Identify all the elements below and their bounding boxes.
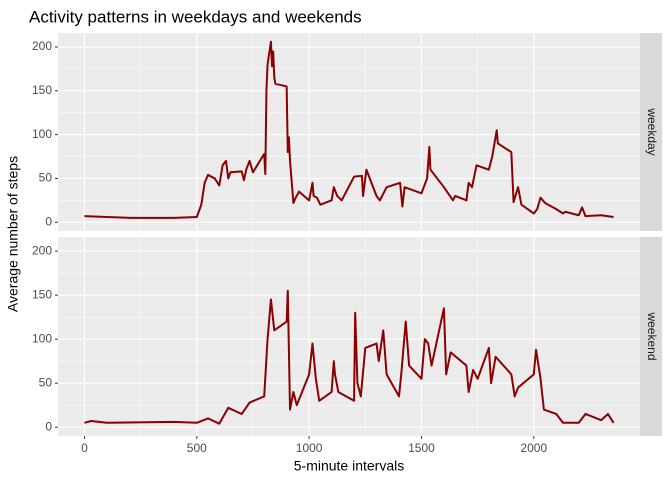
y-tick-label: 100: [32, 331, 52, 345]
y-tick-label: 200: [32, 243, 52, 257]
strip-label: weekday: [645, 107, 659, 155]
y-tick-label: 100: [32, 127, 52, 141]
y-tick-label: 150: [32, 83, 52, 97]
y-tick-label: 150: [32, 287, 52, 301]
strip-background: [640, 237, 662, 436]
strip-label: weekend: [645, 311, 659, 360]
x-tick-label: 500: [187, 441, 207, 455]
y-tick-label: 50: [39, 375, 53, 389]
data-line: [84, 289, 615, 425]
y-axis-title: Average number of steps: [5, 156, 21, 312]
y-tick-label: 0: [45, 419, 52, 433]
x-axis-title: 5-minute intervals: [294, 458, 405, 474]
y-tick-label: 0: [45, 214, 52, 228]
y-tick-label: 200: [32, 39, 52, 53]
x-tick-label: 1000: [296, 441, 323, 455]
y-tick-label: 50: [39, 171, 53, 185]
x-tick-label: 2000: [520, 441, 547, 455]
panel-background: [58, 237, 640, 436]
panel-background: [58, 33, 640, 231]
x-tick-label: 0: [81, 441, 88, 455]
chart-title: Activity patterns in weekdays and weeken…: [29, 7, 362, 26]
x-tick-label: 1500: [408, 441, 435, 455]
data-line: [84, 40, 614, 219]
strip-background: [640, 33, 662, 231]
